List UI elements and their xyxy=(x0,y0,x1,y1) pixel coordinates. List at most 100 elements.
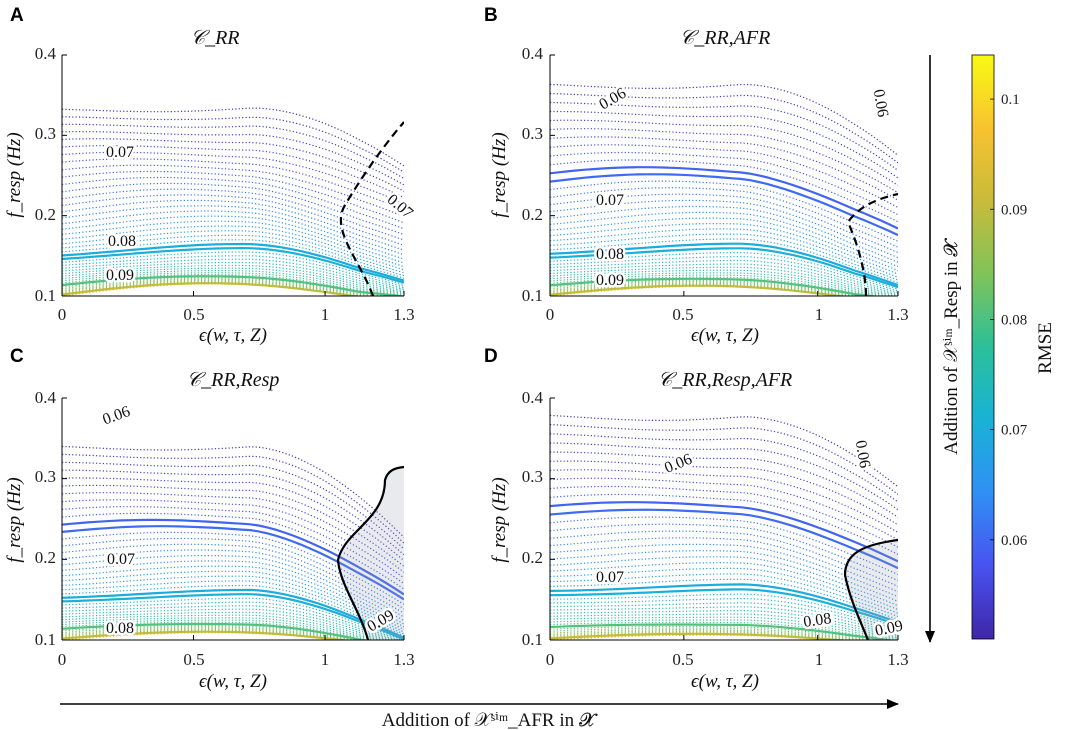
contour-line xyxy=(550,166,898,230)
contour-line xyxy=(550,597,898,630)
contour-line xyxy=(550,238,898,284)
contour-line xyxy=(550,266,898,296)
contour-line xyxy=(550,562,898,611)
contour-label-0-07: 0.07 xyxy=(107,551,135,568)
panel-c-y-ticks: 0.1 0.2 0.3 0.4 xyxy=(35,388,57,649)
y-tick-label: 0.2 xyxy=(35,548,56,567)
y-tick-label: 0.3 xyxy=(522,124,543,143)
contour-label-0-08: 0.08 xyxy=(108,233,136,250)
contour-line xyxy=(550,277,880,296)
contour-line xyxy=(62,461,404,550)
contour-line xyxy=(550,263,898,295)
contour-line xyxy=(62,629,347,640)
contour-line xyxy=(62,499,404,579)
panel-d-x-axis-label: ϵ(w, τ, Z) xyxy=(691,671,759,692)
contour-line xyxy=(62,484,404,567)
decision-boundary xyxy=(336,465,404,640)
region-shading xyxy=(338,467,404,640)
contour-line xyxy=(550,259,898,293)
y-tick-label: 0.1 xyxy=(522,630,543,649)
contour-label-0-08: 0.08 xyxy=(802,610,832,631)
x-tick-label: 0 xyxy=(546,650,555,669)
panel-b-plot-area xyxy=(549,54,899,297)
contour-line xyxy=(550,556,898,607)
contour-line xyxy=(62,492,404,573)
contour-label-0-06: 0.06 xyxy=(596,85,629,114)
contour-line xyxy=(550,602,898,632)
panel-b-y-axis-label: f_resp (Hz) xyxy=(489,132,510,217)
contour-line xyxy=(62,621,373,640)
contour-line xyxy=(62,277,398,296)
contour-line xyxy=(62,525,404,601)
y-tick-label: 0.3 xyxy=(35,124,56,143)
contour-line xyxy=(550,485,898,548)
contour-line xyxy=(550,477,898,541)
contour-line xyxy=(62,622,370,640)
contour-line xyxy=(550,228,898,278)
right-arrow-label: Addition of 𝒳ˢⁱᵐ_Resp in 𝓧 xyxy=(941,238,962,455)
contour-line xyxy=(550,588,898,626)
contour-line xyxy=(62,261,404,291)
y-tick-label: 0.4 xyxy=(35,44,57,63)
y-tick-label: 0.3 xyxy=(35,467,56,486)
contour-line xyxy=(62,588,404,639)
contour-line xyxy=(550,567,898,614)
colorbar-ticks: 0.06 0.07 0.08 0.09 0.1 xyxy=(990,92,1028,549)
colorbar-tick-label: 0.09 xyxy=(1001,202,1027,218)
panel-c-plot-area xyxy=(61,397,405,641)
contour-line xyxy=(62,242,404,282)
contour-label-0-09: 0.09 xyxy=(596,272,624,289)
panel-a-y-ticks: 0.1 0.2 0.3 0.4 xyxy=(35,44,57,305)
y-tick-label: 0.1 xyxy=(522,286,543,305)
contour-line xyxy=(550,537,898,593)
contour-line xyxy=(550,187,898,248)
contour-line xyxy=(62,264,404,292)
contour-line xyxy=(550,424,898,495)
panel-a-y-axis-label: f_resp (Hz) xyxy=(4,132,25,217)
y-tick-label: 0.4 xyxy=(35,388,57,407)
contour-line xyxy=(550,619,898,640)
panel-b: B 𝒞_RR,AFR 0 0.5 1 1.3 0.1 0.2 0.3 0.4 ϵ… xyxy=(484,5,909,346)
panel-c: C 𝒞_RR,Resp 0 0.5 1 1.3 0.1 0.2 0.3 0.4 … xyxy=(4,346,415,692)
contour-line xyxy=(550,136,898,201)
bottom-arrow-label: Addition of 𝒳ˢⁱᵐ_AFR in 𝓧 xyxy=(382,710,598,730)
contour-line xyxy=(550,279,869,296)
x-tick-label: 1.3 xyxy=(887,305,908,324)
contour-line xyxy=(62,278,390,296)
contour-line xyxy=(550,252,898,290)
panel-a-x-axis-label: ϵ(w, τ, Z) xyxy=(199,325,267,346)
contour-line xyxy=(62,123,404,180)
colorbar-label: RMSE xyxy=(1035,322,1056,374)
contour-label-0-07: 0.07 xyxy=(596,192,624,209)
panel-b-x-ticks: 0 0.5 1 1.3 xyxy=(546,305,909,324)
contour-label-0-07: 0.07 xyxy=(596,569,624,586)
contour-line xyxy=(62,593,404,640)
contour-line xyxy=(550,92,898,164)
x-tick-label: 1 xyxy=(815,305,824,324)
contour-label-0-08: 0.08 xyxy=(106,620,134,637)
contour-line xyxy=(550,516,898,576)
contour-line xyxy=(62,605,398,640)
contour-line xyxy=(550,632,848,640)
panel-d: D 𝒞_RR,Resp,AFR 0 0.5 1 1.3 0.1 0.2 0.3 … xyxy=(484,346,909,692)
contour-line xyxy=(62,130,404,186)
contour-line xyxy=(550,593,898,628)
panel-b-y-ticks: 0.1 0.2 0.3 0.4 xyxy=(522,44,544,305)
panel-d-plot-area xyxy=(549,397,899,641)
contour-label-0-06: 0.06 xyxy=(100,403,132,429)
x-tick-label: 0 xyxy=(58,305,67,324)
contour-line xyxy=(550,101,898,171)
contour-line xyxy=(550,616,898,639)
contour-line xyxy=(62,199,404,251)
contour-line xyxy=(550,269,898,296)
y-tick-label: 0.2 xyxy=(35,205,56,224)
contour-line xyxy=(550,583,898,624)
colorbar-gradient xyxy=(971,54,995,640)
contour-line xyxy=(550,530,898,587)
panel-c-title: 𝒞_RR,Resp xyxy=(187,369,280,391)
contour-line xyxy=(550,283,846,296)
contour-line xyxy=(550,508,898,570)
contour-line xyxy=(62,619,378,640)
contour-line xyxy=(62,531,404,605)
contour-line xyxy=(62,246,404,284)
